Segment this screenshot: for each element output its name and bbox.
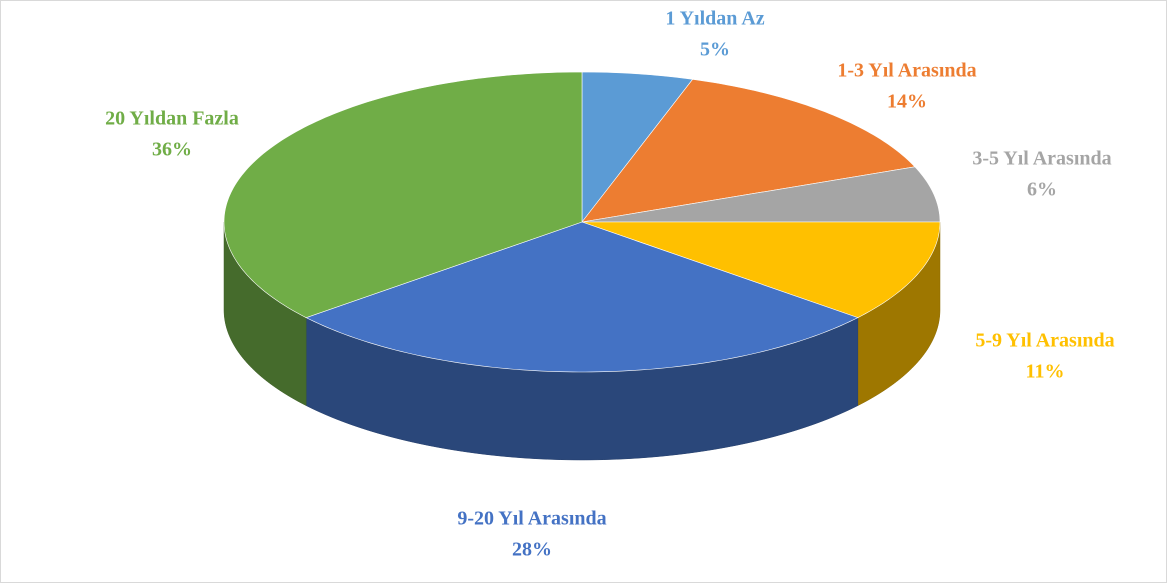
label-category: 1 Yıldan Az	[665, 8, 764, 30]
label-value: 14%	[887, 91, 927, 113]
label-category: 9-20 Yıl Arasında	[457, 508, 606, 530]
slice	[581, 71, 694, 223]
slice	[223, 71, 583, 318]
label-value: 11%	[1026, 361, 1065, 383]
pie-tops	[223, 71, 941, 373]
pie-sides	[223, 221, 941, 461]
label-value: 28%	[512, 539, 552, 561]
label-value: 36%	[152, 139, 192, 161]
data-labels: 1 Yıldan Az 5% 1-3 Yıl Arasında 14% 3-5 Yıl …	[105, 8, 1115, 561]
label-category: 3-5 Yıl Arasında	[972, 148, 1111, 170]
label-value: 5%	[700, 39, 730, 61]
label-value: 6%	[1027, 179, 1057, 201]
slice	[581, 79, 916, 223]
label-category: 20 Yıldan Fazla	[105, 108, 239, 130]
slice	[305, 221, 859, 373]
label-category: 1-3 Yıl Arasında	[837, 60, 976, 82]
slice	[581, 166, 941, 223]
slice	[581, 221, 941, 318]
label-category: 5-9 Yıl Arasında	[975, 330, 1114, 352]
